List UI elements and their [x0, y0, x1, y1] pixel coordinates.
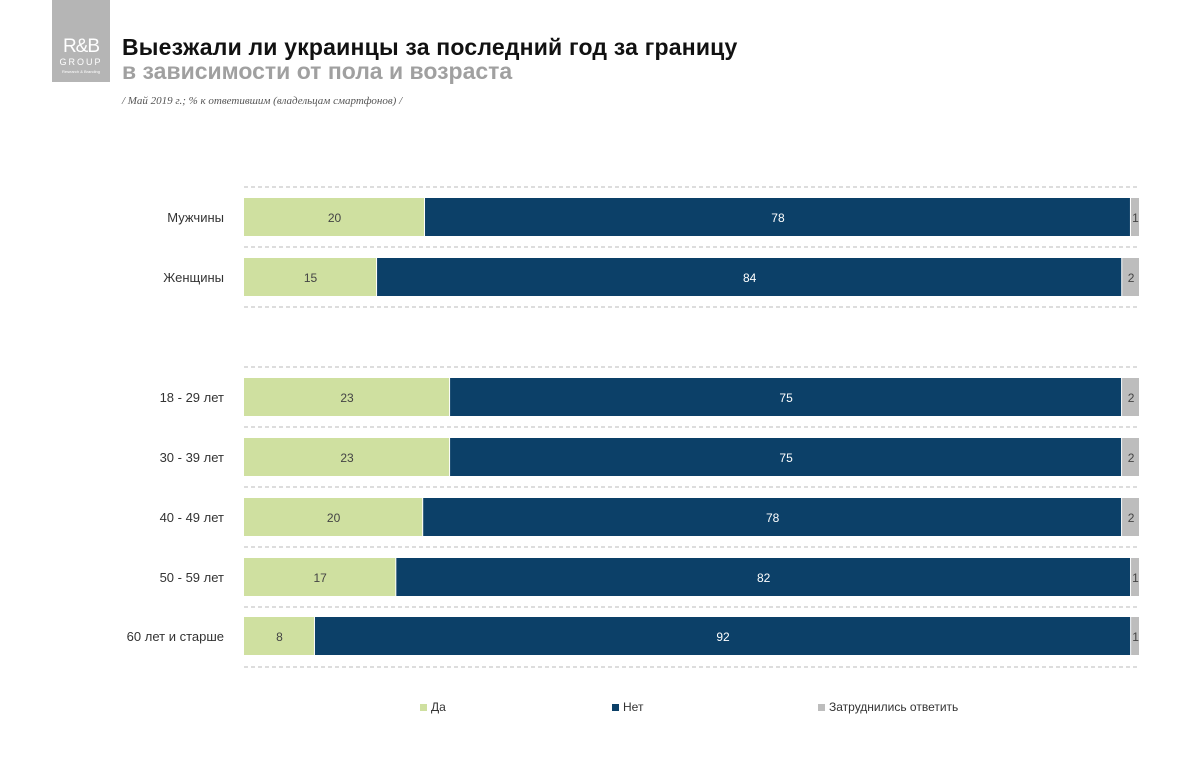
- bar-segment: [396, 558, 1131, 596]
- logo-tagline: Research & Branding: [61, 69, 101, 74]
- category-label: 40 - 49 лет: [160, 510, 224, 525]
- data-label: 15: [304, 271, 318, 285]
- legend-label: Да: [431, 700, 446, 714]
- bar-segment: [377, 258, 1122, 296]
- category-label: 30 - 39 лет: [160, 450, 224, 465]
- bar-segment: [244, 438, 450, 476]
- data-label: 78: [771, 211, 785, 225]
- bar-segment: [1122, 258, 1139, 296]
- data-label: 92: [716, 630, 730, 644]
- data-label: 78: [766, 511, 780, 525]
- data-label: 20: [327, 511, 341, 525]
- data-label: 17: [313, 571, 327, 585]
- data-label: 20: [328, 211, 342, 225]
- legend-item: Да: [420, 700, 446, 714]
- data-label: 8: [276, 630, 283, 644]
- bar-segment: [1122, 438, 1139, 476]
- logo-text: R&B: [62, 36, 100, 57]
- bar-segment: [1131, 558, 1139, 596]
- category-label: 18 - 29 лет: [160, 390, 224, 405]
- legend-label: Нет: [623, 700, 644, 714]
- data-label: 1: [1132, 571, 1139, 585]
- legend-item: Нет: [612, 700, 643, 714]
- data-label: 2: [1128, 451, 1135, 465]
- data-label: 2: [1128, 511, 1135, 525]
- logo-group-text: GROUP: [59, 57, 103, 67]
- bar-segment: [244, 498, 423, 536]
- bar-segment: [450, 438, 1122, 476]
- bar-segment: [244, 258, 377, 296]
- legend-swatch: [420, 704, 427, 711]
- chart-note: / Май 2019 г.; % к ответившим (владельца…: [122, 95, 403, 107]
- category-label: Мужчины: [167, 210, 224, 225]
- bar-segment: [1122, 498, 1139, 536]
- bar-segment: [314, 617, 1131, 655]
- bar-segment: [1130, 198, 1139, 236]
- bar-segment: [425, 198, 1130, 236]
- data-label: 2: [1128, 271, 1135, 285]
- data-label: 75: [779, 451, 793, 465]
- category-label: 50 - 59 лет: [160, 570, 224, 585]
- data-label: 23: [340, 451, 354, 465]
- bar-segment: [244, 378, 450, 416]
- company-logo: R&B GROUP Research & Branding: [52, 0, 110, 82]
- legend-label: Затруднились ответить: [829, 700, 959, 714]
- bar-segment: [244, 558, 396, 596]
- data-label: 1: [1132, 630, 1139, 644]
- bar-segment: [244, 198, 425, 236]
- bar-segment: [244, 617, 314, 655]
- legend-swatch: [818, 704, 825, 711]
- data-label: 84: [743, 271, 757, 285]
- category-label: Женщины: [163, 270, 224, 285]
- legend-item: Затруднились ответить: [818, 700, 958, 714]
- data-label: 23: [340, 391, 354, 405]
- chart-subtitle: в зависимости от пола и возраста: [122, 58, 513, 84]
- data-label: 82: [757, 571, 771, 585]
- category-label: 60 лет и старше: [127, 629, 224, 644]
- data-label: 2: [1128, 391, 1135, 405]
- bar-segment: [1122, 378, 1139, 416]
- data-label: 1: [1132, 211, 1139, 225]
- bar-segment: [450, 378, 1122, 416]
- bar-segment: [1131, 617, 1139, 655]
- chart-title: Выезжали ли украинцы за последний год за…: [122, 34, 738, 60]
- legend-swatch: [612, 704, 619, 711]
- data-label: 75: [779, 391, 793, 405]
- bar-segment: [423, 498, 1122, 536]
